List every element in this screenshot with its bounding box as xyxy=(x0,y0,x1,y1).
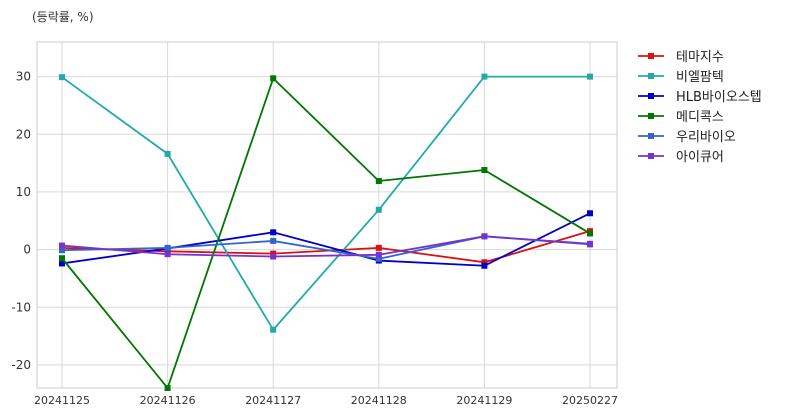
data-point xyxy=(164,385,171,391)
data-point xyxy=(481,233,488,240)
legend-swatch-marker xyxy=(648,93,654,99)
data-point xyxy=(270,237,277,244)
y-tick-label: 20 xyxy=(16,127,31,141)
data-point xyxy=(587,240,593,247)
data-point xyxy=(270,75,277,82)
y-tick-label: -10 xyxy=(11,300,31,314)
y-tick-label: 10 xyxy=(16,185,31,199)
data-point xyxy=(164,251,171,258)
data-point xyxy=(375,251,382,258)
legend-label: 테마지수 xyxy=(676,50,724,65)
legend-swatch-marker xyxy=(648,153,654,159)
unit-label: (등락률, %) xyxy=(32,10,94,24)
legend-label: 우리바이오 xyxy=(676,130,736,145)
data-point xyxy=(587,210,593,217)
legend-swatch-marker xyxy=(648,73,654,79)
data-point xyxy=(587,230,593,237)
data-point xyxy=(375,244,382,251)
y-tick-label: -20 xyxy=(11,358,31,372)
data-point xyxy=(481,73,488,80)
x-tick-label: 20241127 xyxy=(245,394,301,407)
data-point xyxy=(164,244,171,251)
data-point xyxy=(270,229,277,236)
data-point xyxy=(375,177,382,184)
series-line xyxy=(61,75,590,332)
data-point xyxy=(481,259,488,266)
series-line xyxy=(61,76,591,390)
data-point xyxy=(270,326,277,333)
y-tick-label: 30 xyxy=(16,70,31,84)
x-tick-label: 20241125 xyxy=(34,394,90,407)
data-point xyxy=(481,167,488,174)
data-point xyxy=(270,253,277,260)
x-tick-label: 20241129 xyxy=(456,394,512,407)
data-point xyxy=(59,74,65,81)
data-point xyxy=(587,73,593,80)
data-point xyxy=(59,247,65,254)
x-tick-label: 20241126 xyxy=(140,394,196,407)
data-point xyxy=(59,260,65,267)
legend-label: HLB바이오스텝 xyxy=(676,90,762,105)
legend-swatch-marker xyxy=(648,133,654,139)
data-point xyxy=(375,255,382,262)
series-line xyxy=(61,235,591,258)
plot-frame xyxy=(36,41,618,389)
y-tick-label: 0 xyxy=(23,243,31,257)
legend-label: 비엘팜텍 xyxy=(676,70,724,85)
legend-label: 아이큐어 xyxy=(676,150,724,165)
x-tick-label: 20250227 xyxy=(562,394,618,407)
data-point xyxy=(59,255,65,262)
data-point xyxy=(375,206,382,213)
legend-swatch-marker xyxy=(648,113,654,119)
data-point xyxy=(59,242,65,249)
x-tick-label: 20241128 xyxy=(351,394,407,407)
legend-label: 메디콕스 xyxy=(676,110,724,125)
legend-swatch-marker xyxy=(648,53,654,59)
data-point xyxy=(164,150,171,157)
series-line xyxy=(61,212,591,267)
data-point xyxy=(481,262,488,269)
